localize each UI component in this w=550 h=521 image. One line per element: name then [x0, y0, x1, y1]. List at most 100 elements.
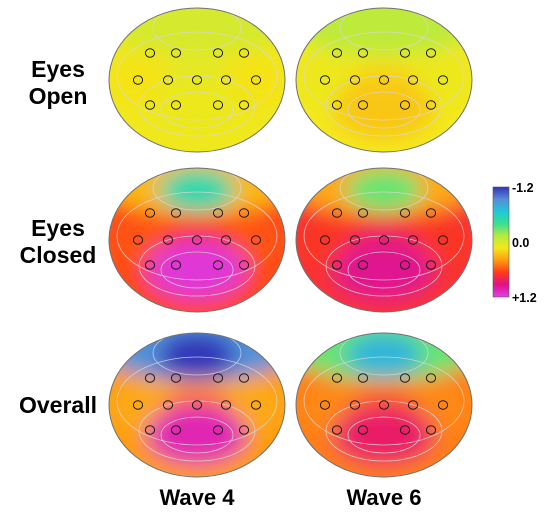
electrode-marker: [357, 100, 369, 110]
electrode-marker: [170, 208, 182, 218]
electrode-marker: [378, 75, 390, 85]
electrode-marker: [212, 373, 224, 383]
electrode-marker: [319, 235, 331, 245]
electrode-marker: [399, 208, 411, 218]
topo-map-eyes-open-wave6: [295, 7, 473, 153]
topographic-map-grid: [108, 7, 473, 478]
electrode-marker: [378, 235, 390, 245]
row-label-eyes-open-line2: Open: [29, 83, 88, 109]
electrode-marker: [170, 373, 182, 383]
electrode-marker: [407, 75, 419, 85]
electrode-marker: [238, 208, 250, 218]
color-scale: -1.2 0.0 +1.2: [492, 181, 537, 305]
electrode-marker: [132, 400, 144, 410]
electrode-marker: [437, 75, 449, 85]
row-label-overall: Overall: [19, 392, 97, 418]
electrode-marker: [170, 425, 182, 435]
row-label-eyes-closed-line1: Eyes: [31, 215, 85, 241]
electrode-marker: [238, 373, 250, 383]
electrode-marker: [357, 260, 369, 270]
electrode-marker: [250, 75, 262, 85]
electrode-marker: [319, 400, 331, 410]
electrode-marker: [238, 425, 250, 435]
head-outline: [108, 167, 286, 313]
row-label-eyes-open: Eyes Open: [29, 56, 88, 109]
electrode-marker: [191, 400, 203, 410]
electrode-marker: [212, 208, 224, 218]
electrode-marker: [162, 400, 174, 410]
color-scale-mid-label: 0.0: [512, 236, 529, 250]
electrode-marker: [437, 235, 449, 245]
electrode-marker: [331, 425, 343, 435]
electrode-marker: [425, 208, 437, 218]
electrode-marker: [212, 260, 224, 270]
electrode-marker: [357, 208, 369, 218]
topo-map-eyes-open-wave4: [108, 7, 286, 153]
head-outline: [295, 167, 473, 313]
electrode-marker: [399, 48, 411, 58]
row-label-overall-line1: Overall: [19, 392, 97, 418]
electrode-marker: [399, 260, 411, 270]
head-outline: [295, 7, 473, 153]
electrode-marker: [238, 48, 250, 58]
electrode-marker: [170, 100, 182, 110]
electrode-marker: [191, 235, 203, 245]
electrode-marker: [144, 208, 156, 218]
head-outline: [108, 332, 286, 478]
electrode-marker: [144, 373, 156, 383]
electrode-marker: [399, 373, 411, 383]
topo-map-overall-wave4: [108, 332, 286, 478]
electrode-marker: [132, 235, 144, 245]
electrode-marker: [319, 75, 331, 85]
head-outline: [295, 332, 473, 478]
electrode-marker: [250, 400, 262, 410]
topo-map-eyes-closed-wave4: [108, 167, 286, 313]
electrode-marker: [425, 425, 437, 435]
row-label-eyes-closed-line2: Closed: [20, 242, 97, 268]
electrode-marker: [407, 235, 419, 245]
color-scale-bottom-label: +1.2: [512, 291, 537, 305]
electrode-marker: [357, 425, 369, 435]
electrode-marker: [170, 48, 182, 58]
electrode-marker: [144, 425, 156, 435]
electrode-marker: [144, 100, 156, 110]
electrode-marker: [220, 400, 232, 410]
electrode-marker: [162, 235, 174, 245]
head-outline: [108, 7, 286, 153]
topo-map-eyes-closed-wave6: [295, 167, 473, 313]
electrode-marker: [144, 260, 156, 270]
electrode-marker: [212, 48, 224, 58]
electrode-marker: [425, 260, 437, 270]
electrode-marker: [238, 260, 250, 270]
electrode-marker: [349, 400, 361, 410]
electrode-marker: [357, 48, 369, 58]
topo-map-overall-wave6: [295, 332, 473, 478]
electrode-marker: [349, 75, 361, 85]
electrode-marker: [425, 373, 437, 383]
column-label-wave4: Wave 4: [159, 485, 235, 510]
column-label-wave6: Wave 6: [346, 485, 421, 510]
electrode-marker: [407, 400, 419, 410]
electrode-marker: [220, 235, 232, 245]
electrode-marker: [212, 425, 224, 435]
electrode-marker: [191, 75, 203, 85]
electrode-marker: [378, 400, 390, 410]
color-scale-bar: [492, 186, 510, 298]
electrode-marker: [399, 100, 411, 110]
electrode-marker: [331, 373, 343, 383]
electrode-marker: [144, 48, 156, 58]
row-label-eyes-open-line1: Eyes: [31, 56, 85, 82]
electrode-marker: [349, 235, 361, 245]
electrode-marker: [425, 100, 437, 110]
color-scale-top-label: -1.2: [512, 181, 534, 195]
electrode-marker: [331, 100, 343, 110]
electrode-marker: [170, 260, 182, 270]
electrode-marker: [331, 208, 343, 218]
electrode-marker: [399, 425, 411, 435]
electrode-marker: [331, 260, 343, 270]
electrode-marker: [357, 373, 369, 383]
row-label-eyes-closed: Eyes Closed: [20, 215, 97, 268]
electrode-marker: [220, 75, 232, 85]
